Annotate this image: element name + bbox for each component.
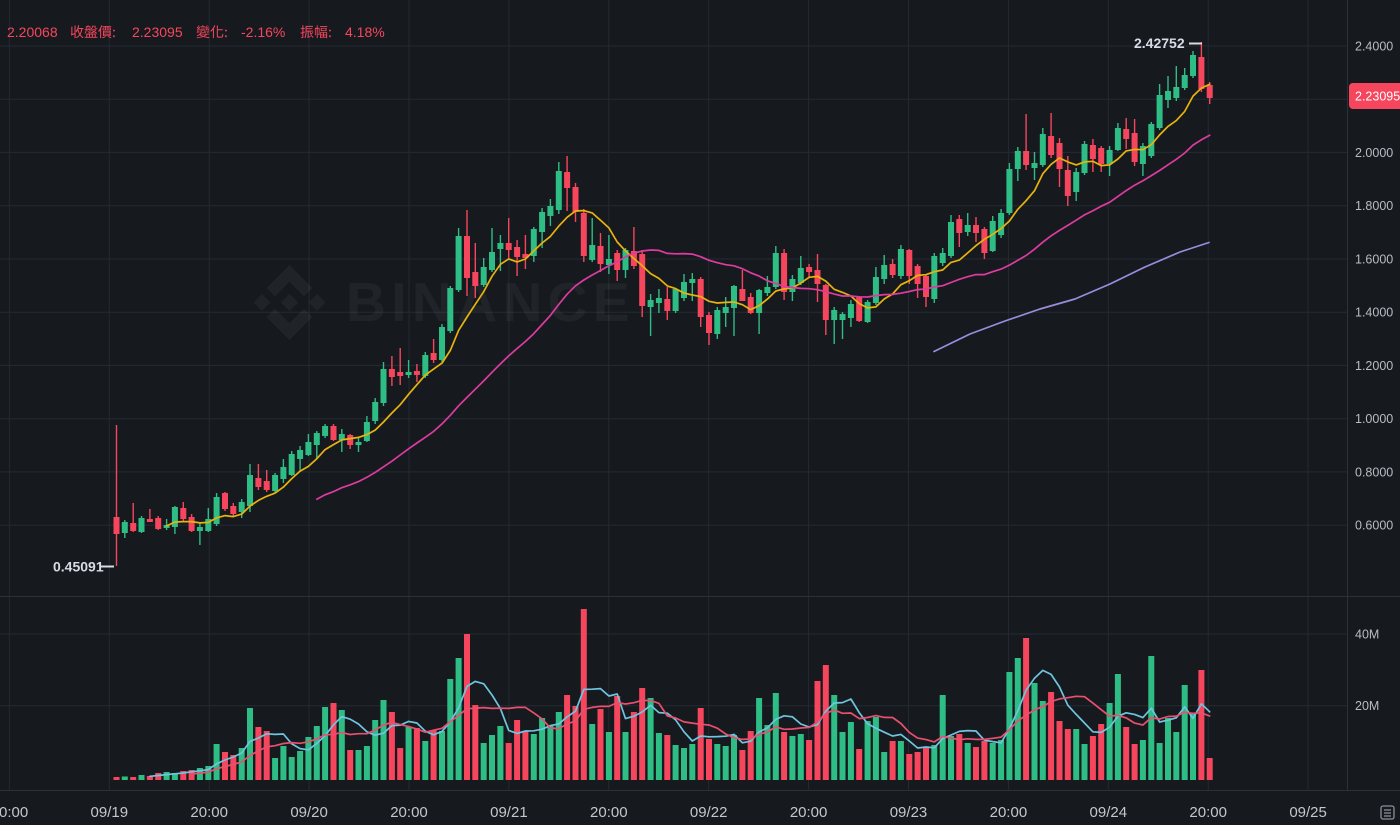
- svg-text:-2.16%: -2.16%: [241, 24, 285, 40]
- svg-text:1.4000: 1.4000: [1355, 306, 1393, 320]
- svg-text:1.8000: 1.8000: [1355, 199, 1393, 213]
- svg-text:20:00: 20:00: [1189, 804, 1227, 821]
- svg-text:1.0000: 1.0000: [1355, 412, 1393, 426]
- svg-text:20:00: 20:00: [0, 804, 28, 821]
- svg-text:2.23095: 2.23095: [132, 24, 183, 40]
- svg-text:2.23095: 2.23095: [1355, 90, 1400, 104]
- svg-text:09/19: 09/19: [91, 804, 129, 821]
- svg-text:09/25: 09/25: [1289, 804, 1327, 821]
- svg-text:20:00: 20:00: [390, 804, 428, 821]
- svg-text:0.8000: 0.8000: [1355, 465, 1393, 479]
- svg-text:1.6000: 1.6000: [1355, 253, 1393, 267]
- svg-text:2.0000: 2.0000: [1355, 146, 1393, 160]
- svg-text:20:00: 20:00: [590, 804, 628, 821]
- svg-text:1.2000: 1.2000: [1355, 359, 1393, 373]
- svg-text:2.4000: 2.4000: [1355, 40, 1393, 54]
- svg-text:09/20: 09/20: [290, 804, 328, 821]
- svg-text:20:00: 20:00: [190, 804, 228, 821]
- svg-text:20:00: 20:00: [990, 804, 1028, 821]
- svg-text:09/24: 09/24: [1090, 804, 1128, 821]
- svg-text:09/22: 09/22: [690, 804, 728, 821]
- svg-text:20M: 20M: [1355, 699, 1379, 713]
- svg-text:09/21: 09/21: [490, 804, 528, 821]
- svg-text:20:00: 20:00: [790, 804, 828, 821]
- svg-text:09/23: 09/23: [890, 804, 928, 821]
- svg-text:2.20068: 2.20068: [7, 24, 58, 40]
- svg-text:0.6000: 0.6000: [1355, 519, 1393, 533]
- svg-text:2.42752: 2.42752: [1134, 35, 1185, 51]
- svg-text:4.18%: 4.18%: [345, 24, 385, 40]
- svg-text:40M: 40M: [1355, 628, 1379, 642]
- svg-text:0.45091: 0.45091: [53, 559, 104, 575]
